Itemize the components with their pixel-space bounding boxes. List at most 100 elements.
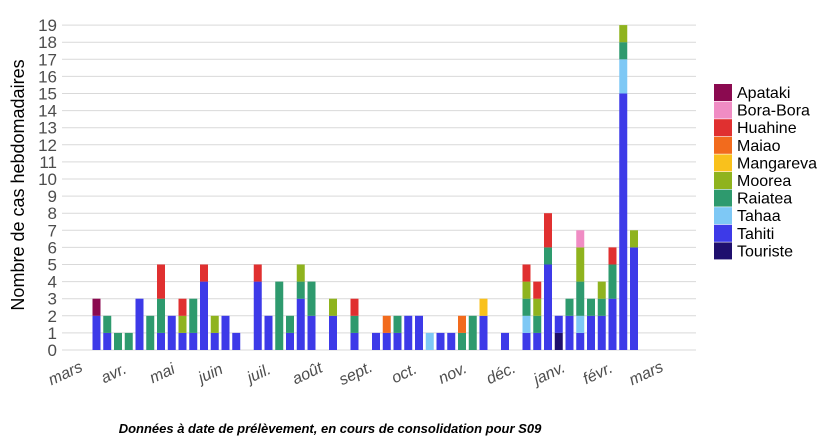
bar-segment-mangareva [479, 298, 488, 316]
legend-label: Moorea [737, 173, 791, 190]
x-tick-label: janv. [529, 359, 568, 389]
bar-segment-tahiti [479, 315, 488, 350]
chart-caption: Données à date de prélèvement, en cours … [119, 421, 542, 436]
bar-segment-raiatea [576, 281, 585, 316]
bar-segment-raiatea [124, 332, 133, 350]
bar-segment-tahiti [630, 247, 638, 350]
bar-segment-raiatea [189, 298, 198, 333]
bar-segment-raiatea [146, 315, 155, 350]
bar-segment-huahine [178, 298, 187, 316]
legend-label: Tahaa [737, 208, 781, 225]
bar-segment-huahine [350, 298, 359, 316]
y-tick-label: 7 [48, 221, 57, 240]
bar-segment-tahiti [619, 93, 628, 350]
bar-segment-raiatea [619, 42, 628, 60]
bar-segment-tahiti [286, 332, 294, 350]
y-tick-label: 17 [38, 50, 57, 69]
bar-segment-raiatea [533, 315, 542, 333]
bar-segment-raiatea [587, 298, 595, 316]
bar-segment-tahiti [200, 281, 208, 350]
y-tick-label: 15 [38, 85, 57, 104]
bar-segment-raiatea [597, 298, 606, 316]
y-tick-label: 18 [38, 33, 57, 52]
y-axis-title: Nombre de cas hebdomadaires [8, 59, 28, 310]
bar-segment-raiatea [608, 264, 617, 299]
y-gridlines [62, 24, 696, 351]
x-tick-label: mai [147, 361, 178, 387]
bar-segment-raiatea [157, 298, 165, 333]
bar-segment-moorea [178, 315, 187, 333]
legend-swatch [714, 154, 732, 172]
bar-segment-tahaa [425, 332, 434, 350]
bar-segment-raiatea [468, 315, 477, 350]
bar-segment-huahine [157, 264, 165, 299]
y-tick-label: 13 [38, 119, 57, 138]
bar-segment-raiatea [393, 315, 402, 333]
y-tick-label: 9 [48, 187, 57, 206]
x-tick-label: sept. [337, 359, 376, 389]
legend-label: Bora-Bora [737, 103, 810, 120]
bar-segment-tahiti [436, 332, 445, 350]
x-tick-label: août [290, 359, 326, 388]
bar-segment-raiatea [307, 281, 316, 316]
bar-segment-tahaa [522, 315, 531, 333]
bar-segment-tahiti [576, 332, 585, 350]
x-tick-label: nov. [436, 360, 470, 388]
y-tick-label: 10 [38, 170, 57, 189]
x-tick-label: déc. [484, 360, 519, 388]
y-tick-label: 14 [38, 102, 57, 121]
bar-segment-huahine [522, 264, 531, 282]
legend-swatch [714, 172, 732, 189]
bar-segment-tahaa [576, 315, 585, 333]
bar-segment-tahiti [296, 298, 305, 350]
y-tick-label: 8 [48, 204, 57, 223]
legend-swatch [714, 84, 732, 101]
y-tick-label: 12 [38, 136, 57, 155]
y-tick-label: 11 [39, 153, 57, 172]
y-tick-label: 3 [48, 290, 57, 309]
bar-segment-tahiti [307, 315, 316, 350]
x-tick-label: oct. [389, 361, 420, 387]
bar-segment-tahiti [157, 332, 165, 350]
legend-label: Tahiti [737, 226, 774, 243]
bar-segment-tahiti [554, 315, 563, 333]
bar-segment-tahiti [232, 332, 241, 350]
bar-segment-tahiti [533, 332, 542, 350]
bar-segment-tahiti [522, 332, 531, 350]
bar-segment-moorea [576, 247, 585, 282]
bar-segment-moorea [630, 230, 638, 248]
x-tick-label: févr. [581, 360, 616, 388]
bar-segment-raiatea [275, 281, 284, 350]
bar-segment-tahiti [92, 315, 101, 350]
bar-segment-tahiti [587, 315, 595, 350]
bar-segment-raiatea [544, 247, 552, 265]
bar-segment-maiao [458, 315, 466, 333]
bar-segment-huahine [533, 281, 542, 299]
legend: ApatakiBora-BoraHuahineMaiaoMangarevaMoo… [714, 84, 817, 260]
bar-segment-tahiti [404, 315, 413, 350]
bar-segment-tahiti [167, 315, 176, 350]
bar-segment-tahiti [565, 315, 574, 350]
legend-swatch [714, 224, 732, 242]
bar-segment-huahine [608, 247, 617, 265]
bar-segment-moorea [296, 264, 305, 282]
bar-segment-tahiti [264, 315, 273, 350]
legend-label: Mangareva [737, 155, 817, 172]
bar-segment-tahiti [544, 264, 552, 350]
bar-segment-raiatea [286, 315, 294, 333]
legend-swatch [714, 101, 732, 119]
bar-segment-moorea [210, 315, 219, 333]
bar-segment-huahine [544, 213, 552, 248]
bar-segment-moorea [533, 298, 542, 316]
bar-segment-maiao [382, 315, 391, 333]
bar-segment-tahiti [189, 332, 198, 350]
bar-segment-tahiti [447, 332, 456, 350]
x-tick-label: avr. [99, 361, 130, 387]
legend-label: Apataki [737, 85, 790, 102]
bar-segment-tahiti [350, 332, 359, 350]
y-tick-label: 19 [38, 16, 57, 35]
bar-segment-tahaa [619, 59, 628, 94]
y-tick-label: 4 [48, 273, 57, 292]
legend-swatch [714, 207, 732, 225]
